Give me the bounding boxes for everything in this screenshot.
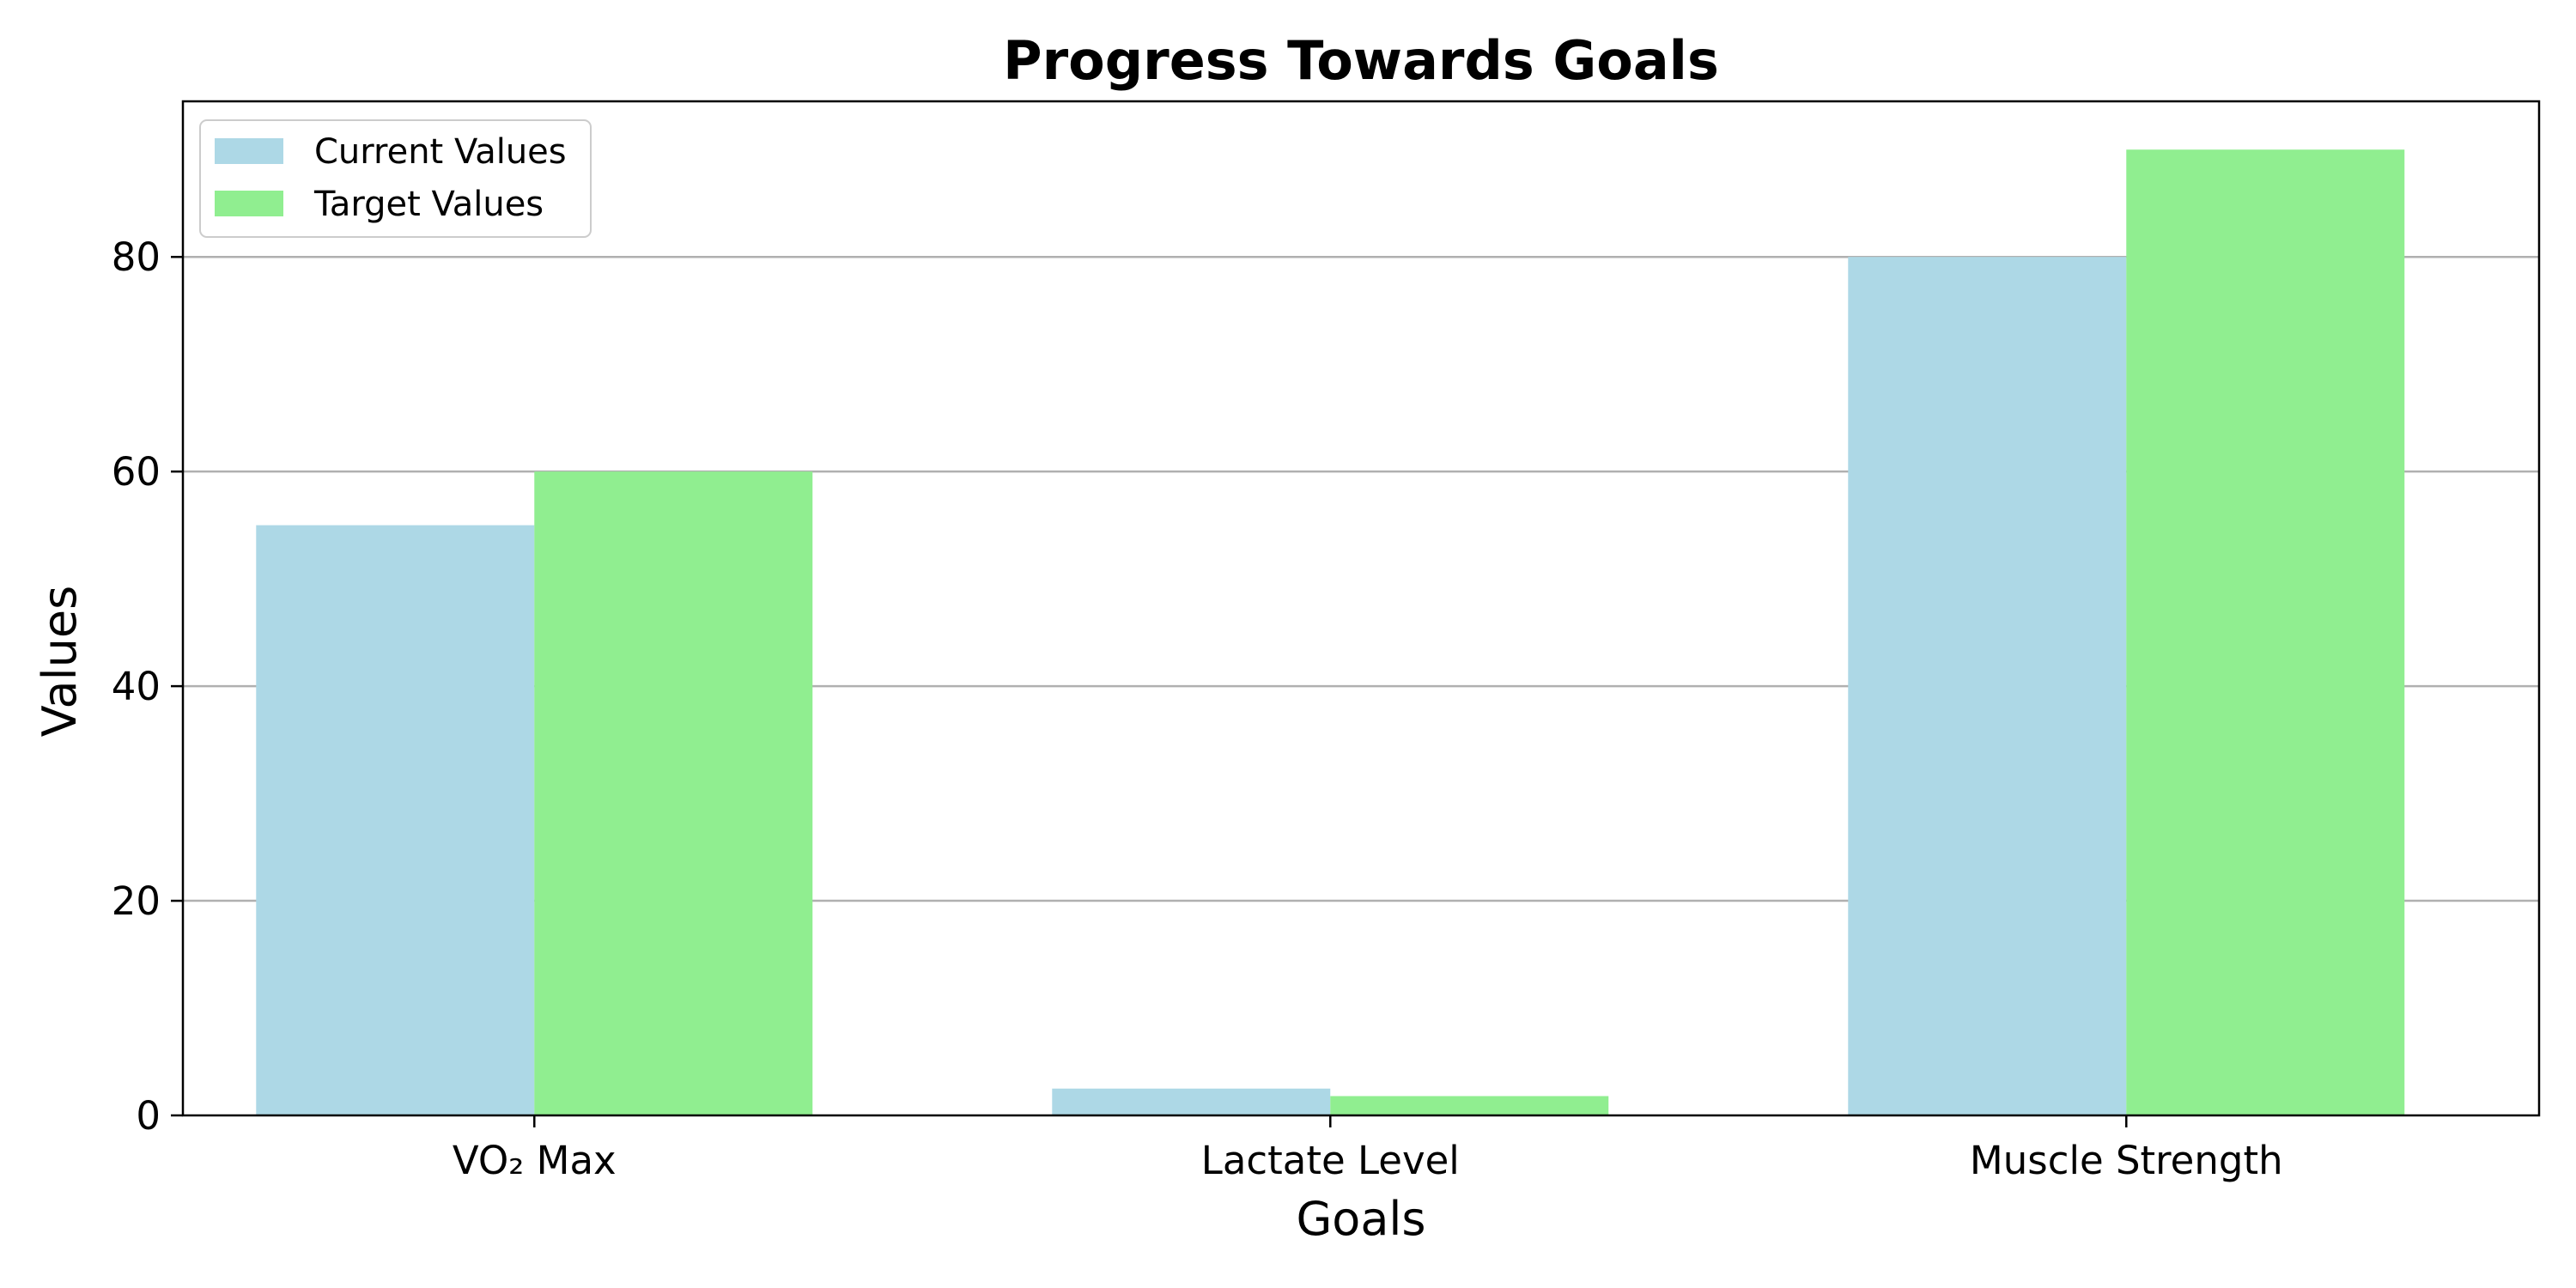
bar-target — [1330, 1096, 1609, 1115]
x-axis-label: Goals — [1296, 1192, 1425, 1246]
y-tick-label: 0 — [136, 1093, 161, 1139]
legend-swatch-current — [215, 138, 283, 164]
bar-current — [256, 525, 535, 1115]
plot-frame — [181, 100, 2541, 1117]
y-axis-label: Values — [33, 586, 87, 737]
legend-box — [199, 119, 592, 238]
y-axis-ticks: 0 20 40 60 80 — [112, 234, 183, 1139]
y-tick-label: 20 — [112, 878, 161, 924]
legend-label-target: Target Values — [313, 185, 544, 224]
x-tick-label: VO₂ Max — [453, 1138, 617, 1183]
x-tick-label: Muscle Strength — [1970, 1138, 2283, 1183]
y-tick-label: 40 — [112, 664, 161, 709]
legend-swatch-target — [215, 191, 283, 216]
legend: Current Values Target Values — [199, 119, 592, 238]
y-tick-label: 80 — [112, 234, 161, 280]
bar-target — [2126, 149, 2405, 1116]
legend-label-current: Current Values — [314, 132, 567, 172]
bar-current — [1052, 1088, 1331, 1115]
bar-current — [1848, 257, 2127, 1115]
x-axis-ticks: VO₂ Max Lactate Level Muscle Strength — [453, 1115, 2283, 1183]
y-tick-label: 60 — [112, 449, 161, 495]
chart-title: Progress Towards Goals — [1003, 29, 1719, 92]
x-tick-label: Lactate Level — [1201, 1138, 1460, 1183]
bars — [256, 149, 2405, 1116]
bar-target — [534, 471, 813, 1115]
